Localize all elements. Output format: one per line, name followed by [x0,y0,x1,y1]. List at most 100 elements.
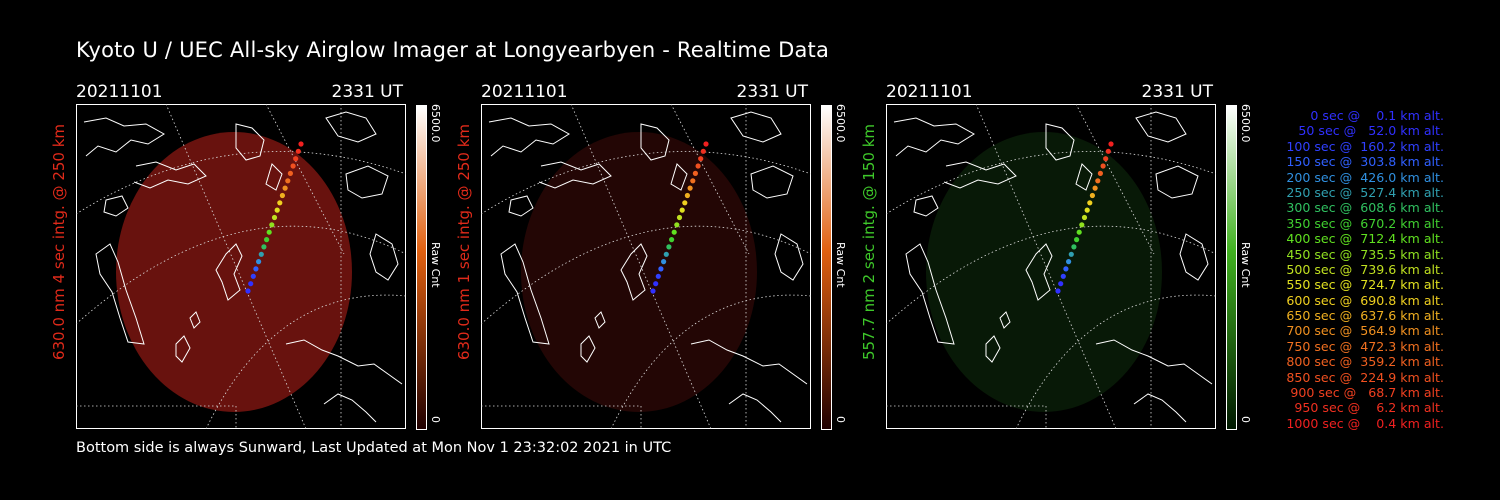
airglow-field [926,132,1162,412]
coastline [285,339,403,385]
coastline [620,243,648,301]
trajectory-point [1108,141,1114,147]
trajectory-point [655,273,661,279]
trajectory-point [1058,281,1064,287]
trajectory-point [663,251,669,257]
legend-row: 1000 sec @ 0.4 km alt. [1286,415,1444,431]
legend-row: 550 sec @ 724.7 km alt. [1282,277,1444,293]
coastline [369,233,399,281]
trajectory-point [1095,178,1101,184]
coastline [215,243,243,301]
grid-line [570,104,712,429]
trajectory-point [700,148,706,154]
trajectory-point [1074,237,1080,243]
coastline [1135,111,1187,143]
trajectory-point [264,237,270,243]
trajectory-point [674,222,680,228]
allsky-map [886,104,1216,429]
legend-row: 500 sec @ 739.6 km alt. [1282,261,1444,277]
legend-row: 150 sec @ 303.8 km alt. [1282,154,1444,170]
trajectory-point [293,156,299,162]
colorbar-min: 0 [1239,416,1252,423]
coastline [83,117,165,157]
panel-time: 2331 UT [331,82,404,102]
coastline [594,311,606,329]
legend-row: 100 sec @ 160.2 km alt. [1282,138,1444,154]
colorbar-min: 0 [429,416,442,423]
panel-ylabel: 630.0 nm 4 sec intg. @ 250 km [50,123,68,361]
coastline [670,163,688,191]
imager-panel-557-2sec: 20211101 2331 UT 557.7 nm 2 sec intg. @ … [860,82,1252,432]
legend-row: 650 sec @ 637.6 km alt. [1282,308,1444,324]
trajectory-point [1092,185,1098,191]
legend-row: 600 sec @ 690.8 km alt. [1282,292,1444,308]
trajectory-point [695,163,701,169]
trajectory-point [248,281,254,287]
coastline [690,339,808,385]
trajectory-point [1100,163,1106,169]
trajectory-point [287,170,293,176]
page-title: Kyoto U / UEC All-sky Airglow Imager at … [76,38,830,62]
trajectory-point [253,266,259,272]
trajectory-point [1084,207,1090,213]
trajectory-point [295,148,301,154]
coastline [488,117,570,157]
legend-row: 400 sec @ 712.4 km alt. [1282,231,1444,247]
trajectory-point [666,244,672,250]
coastline [538,161,612,189]
colorbar-max: 6500.0 [429,104,442,143]
trajectory-point [1066,259,1072,265]
colorbar-max: 6500.0 [1239,104,1252,143]
coastline [893,117,975,157]
trajectory-point [245,288,251,294]
imager-panel-630-4sec: 20211101 2331 UT 630.0 nm 4 sec intg. @ … [50,82,442,432]
coastline [95,243,145,345]
coastline [325,111,377,143]
trajectory-point [1103,156,1109,162]
panel-ylabel: 630.0 nm 1 sec intg. @ 250 km [455,123,473,361]
coastline [1133,393,1187,423]
coastline [189,311,201,329]
grid-line [975,104,1117,429]
coastline [750,165,794,199]
grid-line [165,104,307,429]
trajectory-point [279,192,285,199]
trajectory-point [277,200,283,206]
coastline [103,195,129,217]
trajectory-point [653,281,659,287]
trajectory-point [274,207,280,213]
grid-line [76,225,406,325]
coastline [1179,233,1209,281]
legend-row: 700 sec @ 564.9 km alt. [1282,323,1444,339]
trajectory-point [703,141,709,147]
legend-row: 200 sec @ 426.0 km alt. [1282,169,1444,185]
trajectory-point [261,244,267,250]
allsky-map [481,104,811,429]
legend-row: 300 sec @ 608.6 km alt. [1282,200,1444,216]
trajectory-legend: 0 sec @ 0.1 km alt. 50 sec @ 52.0 km alt… [1262,108,1444,431]
grid-line [610,294,811,429]
trajectory-point [658,266,664,272]
trajectory-point [1076,229,1082,235]
coastline [1045,123,1075,161]
airglow-field [116,132,352,412]
coastline [943,161,1017,189]
legend-row: 950 sec @ 6.2 km alt. [1290,400,1444,416]
panel-date: 20211101 [76,82,163,102]
trajectory-point [1055,288,1061,294]
imager-panel-630-1sec: 20211101 2331 UT 630.0 nm 1 sec intg. @ … [455,82,847,432]
coastline [1075,163,1093,191]
airglow-field [521,132,757,412]
grid-line [886,405,1047,429]
panel-date: 20211101 [886,82,973,102]
trajectory-point [271,214,278,221]
coastline [730,111,782,143]
grid-line [1015,294,1216,429]
trajectory-point [692,170,698,176]
trajectory-point [661,259,667,265]
trajectory-point [1068,251,1074,257]
coastline [1095,339,1213,385]
grid-line [886,225,1216,325]
trajectory-point [684,192,690,199]
coastline [774,233,804,281]
